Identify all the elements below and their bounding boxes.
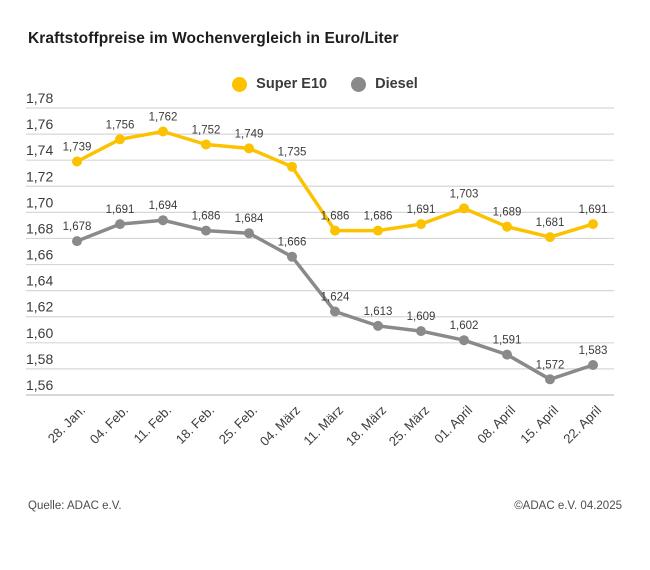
data-point-label: 1,666 (278, 237, 307, 249)
data-point-label: 1,681 (536, 217, 565, 229)
data-point (287, 161, 297, 172)
legend-label-super-e10: Super E10 (256, 76, 328, 92)
gridlines-and-yticks: 1,78 1,76 1,74 1,72 1,70 1,68 1,66 1,64 1,62 1,60… (26, 90, 614, 396)
data-point (330, 306, 340, 317)
data-point (330, 225, 340, 236)
data-point (588, 219, 598, 230)
legend: Super E10 Diesel (0, 76, 650, 92)
x-axis-tick-label: 18. Feb. (173, 403, 217, 447)
x-axis-tick-label: 28. Jan. (45, 403, 88, 446)
data-point-label: 1,572 (536, 359, 565, 371)
data-point-label: 1,686 (364, 211, 393, 223)
data-point (416, 219, 426, 230)
data-point-label: 1,613 (364, 306, 393, 318)
x-axis-tick-label: 22. April (560, 402, 604, 446)
data-point-label: 1,691 (106, 204, 135, 216)
data-point-label: 1,752 (192, 125, 221, 137)
data-point (502, 221, 512, 232)
data-point (459, 335, 469, 346)
data-point (287, 251, 297, 262)
y-axis-tick-label: 1,72 (26, 168, 53, 184)
data-point (416, 326, 426, 337)
y-axis-tick-label: 1,78 (26, 90, 53, 106)
price-chart: 1,78 1,76 1,74 1,72 1,70 1,68 1,66 1,64 1,62 1,60… (26, 90, 614, 449)
data-point (588, 360, 598, 370)
legend-item-super-e10: Super E10 (232, 76, 327, 92)
data-point-label: 1,686 (321, 211, 350, 223)
x-axis-tick-label: 01. April (431, 402, 475, 446)
data-point-label: 1,691 (407, 204, 436, 216)
data-point (373, 320, 383, 331)
data-point-label: 1,686 (192, 211, 221, 223)
data-point (373, 225, 383, 236)
data-point (158, 126, 168, 137)
data-point-label: 1,749 (235, 128, 264, 140)
x-axis-labels: 28. Jan.04. Feb. 11. Feb.18. Feb.25. Feb.… (45, 402, 604, 448)
data-point-label: 1,703 (450, 188, 479, 200)
legend-item-diesel: Diesel (351, 76, 418, 92)
legend-label-diesel: Diesel (375, 76, 418, 92)
data-point (115, 134, 125, 145)
x-axis-tick-label: 15. April (517, 402, 561, 446)
data-point (459, 203, 469, 214)
footer: Quelle: ADAC e.V. ©ADAC e.V. 04.2025 (28, 500, 622, 512)
data-point-label: 1,583 (579, 345, 608, 357)
y-axis-tick-label: 1,68 (26, 220, 53, 236)
x-axis-tick-label: 11. Feb. (130, 403, 174, 447)
x-axis-tick-label: 04. Feb. (87, 403, 131, 447)
super-e10-series: 1,739 1,756 1,762 1,752 1,749 1,735 1,686 1,686… (63, 112, 608, 243)
y-axis-tick-label: 1,66 (26, 247, 53, 263)
data-point (545, 374, 555, 385)
diesel-series: 1,678 1,691 1,694 1,686 1,684 1,666 1,624 1,613… (63, 200, 608, 385)
data-point-label: 1,624 (321, 292, 350, 304)
data-point-label: 1,735 (278, 147, 307, 159)
x-axis-tick-label: 08. April (474, 402, 518, 446)
data-point (158, 215, 168, 226)
data-point-label: 1,684 (235, 213, 264, 225)
y-axis-tick-label: 1,56 (26, 377, 53, 393)
y-axis-tick-label: 1,70 (26, 194, 53, 210)
data-point-label: 1,756 (106, 119, 135, 131)
data-point-label: 1,591 (493, 335, 522, 347)
data-point-label: 1,762 (149, 112, 178, 124)
copyright-text: ©ADAC e.V. 04.2025 (514, 500, 622, 512)
data-point (244, 228, 254, 239)
data-point-label: 1,694 (149, 200, 178, 212)
source-text: Quelle: ADAC e.V. (28, 500, 122, 512)
y-axis-tick-label: 1,62 (26, 299, 53, 315)
data-point (115, 219, 125, 230)
data-point-label: 1,602 (450, 320, 479, 332)
data-point (72, 156, 82, 167)
y-axis-tick-label: 1,58 (26, 351, 53, 367)
y-axis-tick-label: 1,76 (26, 116, 53, 132)
y-axis-tick-label: 1,74 (26, 142, 53, 158)
data-point (545, 232, 555, 243)
x-axis-tick-label: 25. März (386, 403, 432, 449)
y-axis-tick-label: 1,64 (26, 273, 53, 289)
data-point (502, 349, 512, 360)
data-point-label: 1,609 (407, 311, 436, 323)
x-axis-tick-label: 04. März (257, 403, 303, 449)
diesel-dot-icon (351, 76, 367, 92)
chart-title: Kraftstoffpreise im Wochenvergleich in E… (28, 30, 399, 47)
y-axis-tick-label: 1,60 (26, 325, 53, 341)
x-axis-tick-label: 25. Feb. (216, 403, 260, 447)
data-point-label: 1,691 (579, 204, 608, 216)
data-point-label: 1,689 (493, 207, 522, 219)
x-axis-tick-label: 11. März (300, 403, 346, 449)
super-e10-dot-icon (232, 76, 248, 92)
data-point (201, 139, 211, 150)
data-point (244, 143, 254, 154)
data-point (201, 225, 211, 236)
data-point-label: 1,739 (63, 142, 92, 154)
data-point-label: 1,678 (63, 221, 92, 233)
data-point (72, 236, 82, 247)
x-axis-tick-label: 18. März (343, 403, 389, 449)
